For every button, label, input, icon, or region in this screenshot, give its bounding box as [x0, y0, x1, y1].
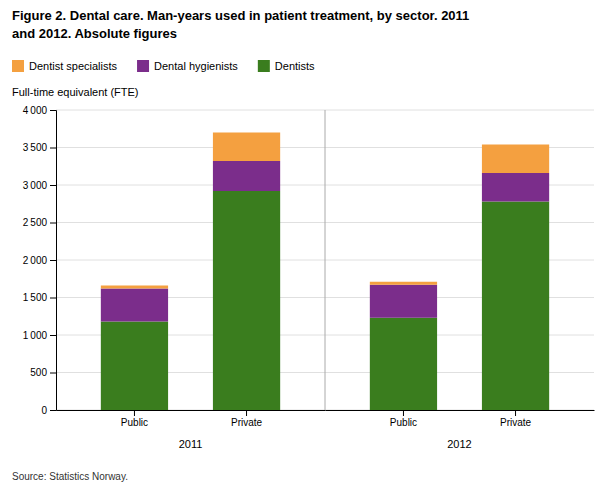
grid — [56, 110, 594, 410]
y-tick-mark — [50, 110, 56, 111]
legend-label: Dentist specialists — [29, 60, 118, 72]
bar — [101, 322, 168, 411]
y-tick-mark — [50, 185, 56, 186]
y-axis: 0 500 1 000 1 500 2 000 2 500 3 000 3 500 4 000 — [23, 105, 57, 416]
bar — [370, 285, 437, 318]
y-tick-mark — [50, 410, 56, 411]
legend: Dentist specialists Dental hygienists Dent… — [12, 60, 315, 72]
bar — [482, 173, 549, 202]
y-tick-mark — [50, 223, 56, 224]
legend-item: Dentists — [258, 60, 315, 72]
y-tick: 500 — [30, 367, 56, 378]
x-axis: Public Private — [57, 410, 326, 428]
y-tick-label: 1 500 — [23, 292, 48, 303]
bar — [370, 318, 437, 410]
y-axis-title: Full-time equivalent (FTE) — [12, 86, 139, 98]
y-tick: 2 000 — [23, 255, 56, 266]
legend-label: Dental hygienists — [154, 60, 238, 72]
y-axis-line — [50, 111, 57, 411]
x-tick: Private — [500, 410, 532, 428]
x-tick-mark — [246, 410, 247, 416]
bar — [213, 191, 280, 410]
bar — [213, 133, 280, 162]
y-tick-label: 3 000 — [23, 180, 48, 191]
x-tick: Public — [390, 410, 417, 428]
y-tick-label: 2 000 — [23, 255, 48, 266]
bar — [213, 161, 280, 191]
y-tick: 1 500 — [23, 292, 56, 303]
y-tick-mark — [50, 260, 56, 261]
y-tick-mark — [50, 373, 56, 374]
x-axis-line — [57, 410, 326, 411]
x-tick-label: Private — [500, 417, 532, 428]
y-tick-mark — [50, 298, 56, 299]
x-tick-label: Public — [121, 417, 148, 428]
x-tick-label: Private — [231, 417, 263, 428]
y-tick: 4 000 — [23, 105, 56, 116]
bar — [482, 202, 549, 411]
y-tick: 3 500 — [23, 142, 56, 153]
y-tick: 1 000 — [23, 330, 56, 341]
plot: 0 500 1 000 1 500 2 000 2 500 3 000 3 500 4 000 P… — [23, 105, 595, 450]
x-tick: Private — [231, 410, 263, 428]
x-axis-line — [326, 410, 595, 411]
title: and 2012. Absolute figures — [12, 26, 177, 41]
y-tick: 3 000 — [23, 180, 56, 191]
y-tick: 0 — [41, 405, 56, 416]
x-tick-mark — [403, 410, 404, 416]
y-tick-label: 2 500 — [23, 217, 48, 228]
y-tick-label: 3 500 — [23, 142, 48, 153]
y-tick-label: 4 000 — [23, 105, 48, 116]
source: Source: Statistics Norway. — [12, 471, 128, 482]
legend-swatch — [258, 60, 270, 72]
bar — [101, 286, 168, 289]
legend-swatch — [137, 60, 149, 72]
legend-item: Dentist specialists — [12, 60, 118, 72]
y-tick-label: 500 — [30, 367, 47, 378]
bar — [101, 289, 168, 322]
y-tick-mark — [50, 148, 56, 149]
legend-label: Dentists — [275, 60, 315, 72]
y-tick: 2 500 — [23, 217, 56, 228]
bar — [482, 145, 549, 174]
x-tick-mark — [515, 410, 516, 416]
y-tick-label: 1 000 — [23, 330, 48, 341]
x-tick-mark — [134, 410, 135, 416]
group-label: 2011 — [179, 438, 203, 450]
group-label: 2012 — [447, 438, 471, 450]
chart: Figure 2. Dental care. Man-years used in… — [0, 0, 610, 488]
legend-item: Dental hygienists — [137, 60, 238, 72]
group-separator — [325, 110, 326, 410]
x-tick: Public — [121, 410, 148, 428]
y-tick-label: 0 — [41, 405, 47, 416]
legend-swatch — [12, 60, 24, 72]
y-tick-mark — [50, 335, 56, 336]
bar — [370, 282, 437, 285]
title: Figure 2. Dental care. Man-years used in… — [12, 8, 469, 23]
x-tick-label: Public — [390, 417, 417, 428]
x-axis: Public Private — [326, 410, 595, 428]
